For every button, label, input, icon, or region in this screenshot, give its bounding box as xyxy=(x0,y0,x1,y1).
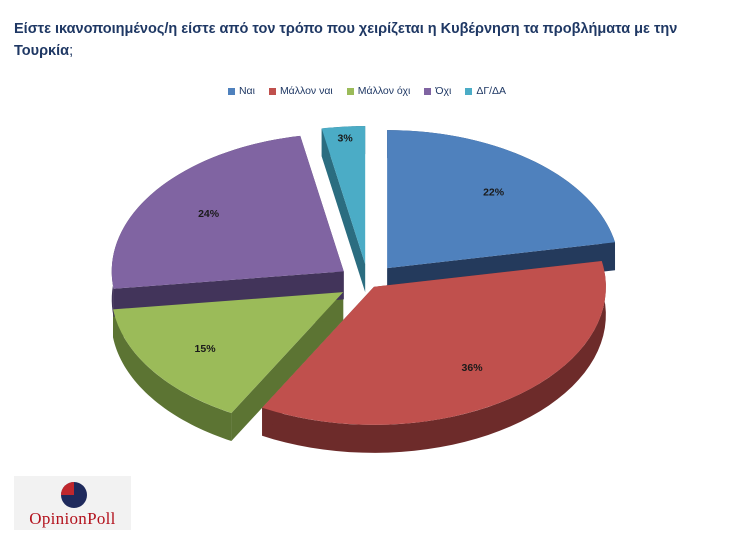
pie-slice xyxy=(262,260,606,425)
pie-slice xyxy=(321,126,366,265)
legend-label: Ναι xyxy=(238,85,255,97)
legend-label: Μάλλον όχι xyxy=(357,85,411,97)
legend-item: Μάλλον ναι xyxy=(268,85,333,97)
opinionpoll-logo-text-part2: Poll xyxy=(87,509,116,528)
legend-label: ΔΓ/ΔΑ xyxy=(476,85,507,97)
pie-slice-wall xyxy=(321,128,366,293)
pie-slice-label: 22% xyxy=(483,187,505,199)
pie-slice-label: 36% xyxy=(462,362,484,374)
chart-title: Είστε ικανοποιημένος/η είστε από τον τρό… xyxy=(14,18,714,62)
legend-item: ΔΓ/ΔΑ xyxy=(465,85,506,97)
legend-swatch xyxy=(424,87,432,95)
chart-legend: Ναι Μάλλον ναι Μάλλον όχι Όχι ΔΓ/ΔΑ xyxy=(0,85,734,97)
legend-label: Όχι xyxy=(435,85,452,97)
pie-slice-label: 3% xyxy=(337,133,353,145)
legend-swatch xyxy=(268,87,276,95)
opinionpoll-logo-text: OpinionPoll xyxy=(14,509,131,529)
opinionpoll-logo-text-part1: Opinion xyxy=(29,509,88,528)
legend-swatch xyxy=(346,87,354,95)
pie-slice-side xyxy=(262,260,606,453)
pie-labels: 22% 36% 15% 24% 3% xyxy=(195,133,505,375)
pie-slice-label: 24% xyxy=(198,208,220,220)
pie-slice-wall xyxy=(231,292,344,442)
pie-slice-side xyxy=(113,309,232,442)
pie-slice-label: 15% xyxy=(195,343,217,355)
pie-slice xyxy=(387,130,616,269)
pie-slice xyxy=(111,135,344,289)
chart-title-text: Είστε ικανοποιημένος/η είστε από τον τρό… xyxy=(14,21,678,59)
opinionpoll-logo-mark xyxy=(61,482,87,508)
pie-slice xyxy=(113,292,344,414)
pie-tops xyxy=(111,126,616,425)
chart-title-punct: ; xyxy=(69,43,74,59)
legend-item: Μάλλον όχι xyxy=(346,85,411,97)
legend-item: Ναι xyxy=(227,85,255,97)
legend-swatch xyxy=(227,87,235,95)
legend-label: Μάλλον ναι xyxy=(279,85,333,97)
legend-item: Όχι xyxy=(424,85,451,97)
legend-swatch xyxy=(465,87,473,95)
opinionpoll-logo: OpinionPoll xyxy=(14,476,131,530)
